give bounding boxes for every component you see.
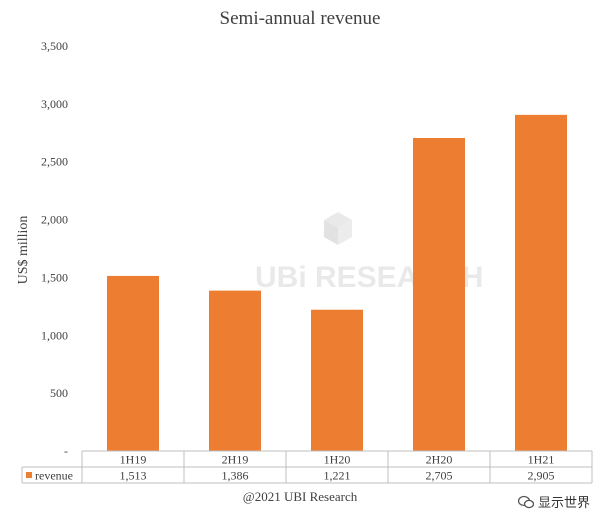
wechat-icon <box>517 495 534 508</box>
y-tick-label: 2,500 <box>41 155 68 169</box>
chart-title: Semi-annual revenue <box>219 8 381 29</box>
copyright-footer: @2021 UBI Research <box>242 489 358 504</box>
x-category-label: 2H20 <box>426 453 453 467</box>
y-tick-label: 1,000 <box>41 328 68 342</box>
data-table-value: 1,513 <box>120 469 147 483</box>
x-category-label: 1H20 <box>324 453 351 467</box>
bar-1H21 <box>515 114 567 451</box>
y-axis-label: US$ million <box>16 216 31 285</box>
y-tick-label: 3,000 <box>41 97 68 111</box>
data-table-value: 2,905 <box>528 469 555 483</box>
data-table-value: 1,386 <box>222 469 249 483</box>
legend-swatch <box>26 472 32 478</box>
data-table: 1H19 1,513 2H19 1,386 1H20 1,221 2H20 2,705 1H21… <box>21 450 593 484</box>
data-table-value: 1,221 <box>324 469 351 483</box>
bar-2H19 <box>209 290 261 451</box>
cube-logo-icon <box>324 212 352 245</box>
y-axis: - 500 1,000 1,500 2,000 2,500 3,000 3,500 <box>41 39 68 458</box>
x-category-label: 1H19 <box>120 453 147 467</box>
data-table-value: 2,705 <box>426 469 453 483</box>
y-tick-label: 500 <box>50 386 68 400</box>
source-badge-text: 显示世界 <box>537 496 590 511</box>
y-tick-label: 1,500 <box>41 270 68 284</box>
y-tick-label: - <box>64 444 68 458</box>
source-badge: 显示世界 <box>517 492 590 511</box>
x-category-label: 2H19 <box>222 453 249 467</box>
bar-1H19 <box>107 275 159 451</box>
bars <box>107 114 567 451</box>
legend-series-name: revenue <box>35 469 73 483</box>
x-category-label: 1H21 <box>528 453 555 467</box>
bar-2H20 <box>413 137 465 451</box>
y-tick-label: 3,500 <box>41 39 68 53</box>
y-tick-label: 2,000 <box>41 213 68 227</box>
bar-1H20 <box>311 309 363 451</box>
